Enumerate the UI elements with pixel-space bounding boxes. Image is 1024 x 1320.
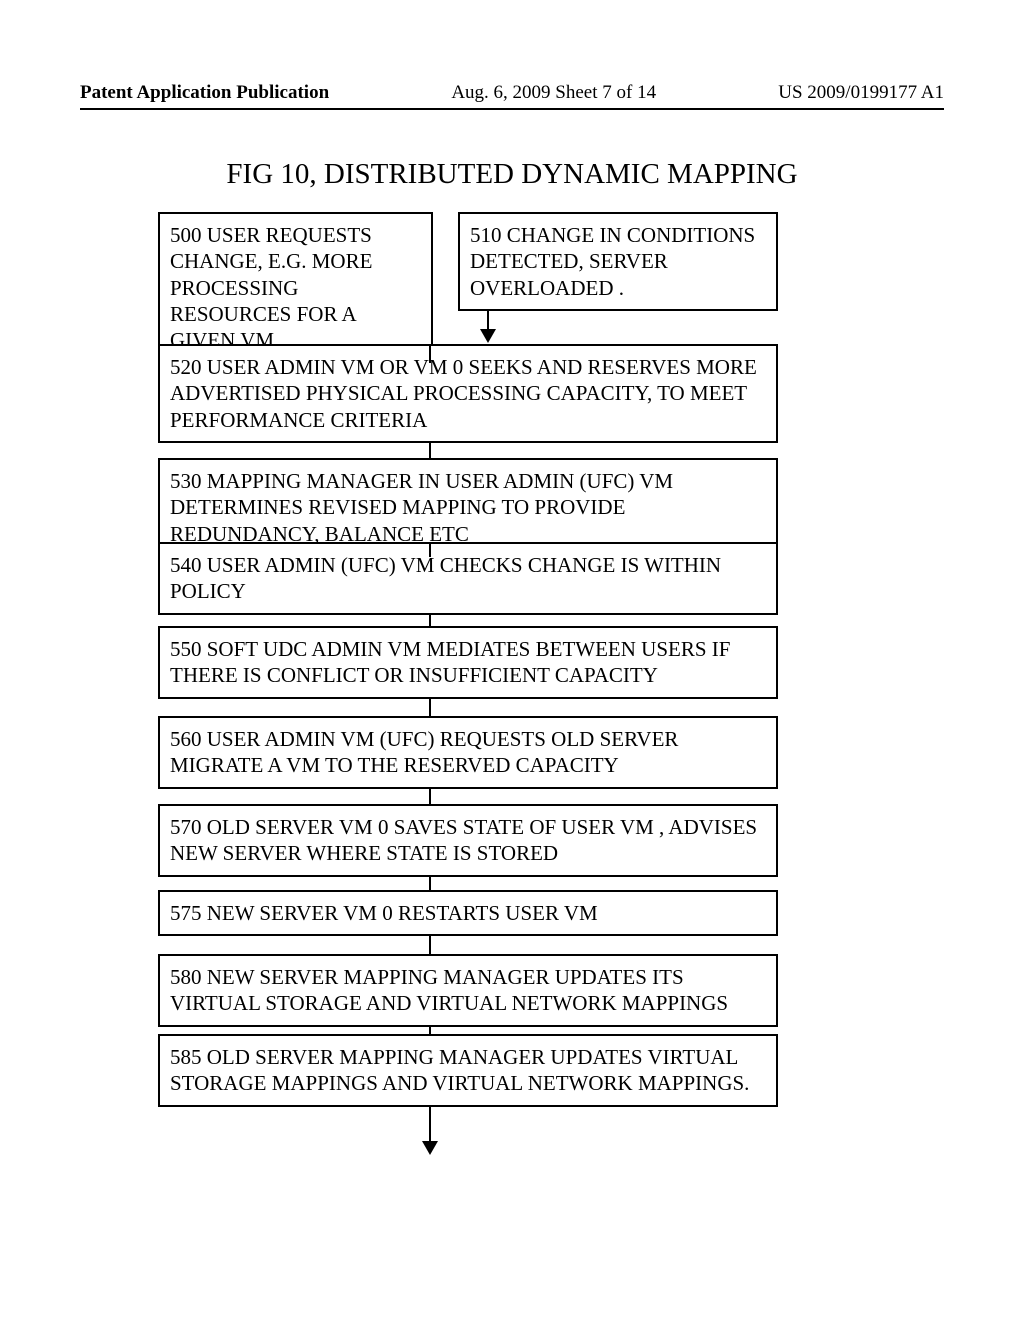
box-510: 510 CHANGE IN CONDITIONS DETECTED, SERVE…	[458, 212, 778, 311]
arrowhead-icon	[480, 329, 496, 343]
connector-line	[429, 789, 431, 804]
connector-line	[429, 877, 431, 890]
connector-line	[429, 699, 431, 716]
box-500: 500 USER REQUESTS CHANGE, E.G. MORE PROC…	[158, 212, 433, 363]
box-570: 570 OLD SERVER VM 0 SAVES STATE OF USER …	[158, 804, 778, 877]
page: Patent Application Publication Aug. 6, 2…	[0, 0, 1024, 1320]
box-560: 560 USER ADMIN VM (UFC) REQUESTS OLD SER…	[158, 716, 778, 789]
box-550: 550 SOFT UDC ADMIN VM MEDIATES BETWEEN U…	[158, 626, 778, 699]
figure-title: FIG 10, DISTRIBUTED DYNAMIC MAPPING	[0, 158, 1024, 191]
connector-line	[429, 344, 431, 363]
header-date-sheet: Aug. 6, 2009 Sheet 7 of 14	[451, 82, 656, 104]
box-580: 580 NEW SERVER MAPPING MANAGER UPDATES I…	[158, 954, 778, 1027]
box-575: 575 NEW SERVER VM 0 RESTARTS USER VM	[158, 890, 778, 936]
header-publication: Patent Application Publication	[80, 82, 329, 104]
header-rule	[80, 108, 944, 110]
connector-line	[429, 615, 431, 626]
box-540: 540 USER ADMIN (UFC) VM CHECKS CHANGE IS…	[158, 542, 778, 615]
connector-line	[429, 542, 431, 557]
page-header: Patent Application Publication Aug. 6, 2…	[80, 82, 944, 104]
box-585: 585 OLD SERVER MAPPING MANAGER UPDATES V…	[158, 1034, 778, 1107]
box-520: 520 USER ADMIN VM OR VM 0 SEEKS AND RESE…	[158, 344, 778, 443]
connector-line	[429, 936, 431, 954]
arrowhead-icon	[422, 1141, 438, 1155]
header-pubnumber: US 2009/0199177 A1	[778, 82, 944, 104]
connector-line	[429, 1027, 431, 1034]
connector-line	[429, 443, 431, 458]
